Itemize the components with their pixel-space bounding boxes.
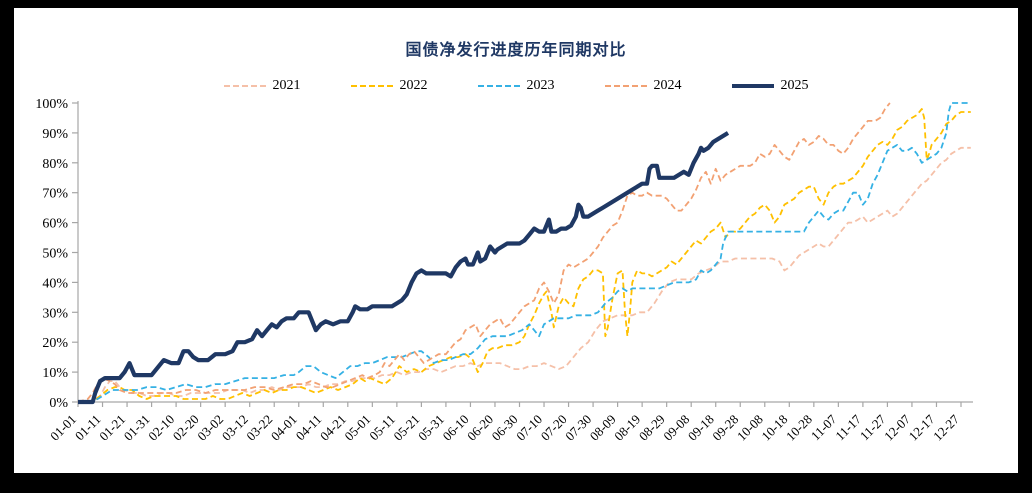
axes: 0%10%20%30%40%50%60%70%80%90%100%01-0101…	[35, 98, 973, 444]
legend-label-2025: 2025	[780, 78, 809, 93]
legend-item-2025: 2025	[731, 78, 809, 94]
x-axis-tick-label: 01-01	[47, 412, 79, 444]
x-axis-tick-label: 06-20	[464, 412, 496, 444]
chart-panel: 国债净发行进度历年同期对比 2021 2022 2023 2024 2025 0% 10%…	[14, 8, 1018, 473]
chart-title: 国债净发行进度历年同期对比	[405, 42, 627, 59]
y-axis-tick-label: 60%	[42, 217, 68, 232]
y-axis-tick-label: 20%	[42, 336, 68, 351]
x-axis-tick-label: 03-02	[194, 412, 226, 444]
legend-item-2023: 2023	[477, 78, 555, 94]
x-axis-tick-label: 05-21	[390, 412, 422, 444]
legend-line-sample-2022	[350, 85, 393, 87]
x-axis-tick-label: 09-28	[709, 412, 741, 444]
x-axis-tick-label: 08-09	[587, 412, 619, 444]
chart-legend: 2021 2022 2023 2024 2025	[14, 78, 1018, 94]
x-axis-tick-label: 05-01	[341, 412, 373, 444]
legend-line-sample-2024	[604, 85, 647, 87]
x-axis-tick-label: 09-18	[685, 412, 717, 444]
y-axis-tick-label: 90%	[42, 127, 68, 142]
x-axis-tick-label: 10-28	[783, 412, 815, 444]
legend-label-2022: 2022	[399, 78, 428, 93]
y-axis-tick-label: 100%	[35, 98, 68, 112]
series-2025-line	[78, 131, 730, 405]
y-axis-tick-label: 0%	[49, 396, 68, 411]
x-axis-tick-label: 04-11	[293, 412, 325, 444]
x-axis-tick-label: 11-27	[857, 411, 889, 443]
x-axis-tick-label: 12-07	[881, 411, 913, 443]
y-axis-tick-label: 80%	[42, 157, 68, 172]
x-axis-tick-label: 01-21	[96, 412, 128, 444]
x-axis-tick-label: 02-10	[145, 412, 177, 444]
y-axis-tick-label: 70%	[42, 187, 68, 202]
series-2024-line	[77, 102, 891, 403]
x-axis-tick-label: 12-27	[930, 411, 962, 443]
legend-line-sample-2021	[223, 85, 266, 87]
y-axis-tick-label: 30%	[42, 306, 68, 321]
x-axis-tick-label: 06-10	[440, 412, 472, 444]
x-axis-tick-label: 07-20	[538, 412, 570, 444]
x-axis-tick-label: 03-12	[219, 412, 251, 444]
legend-label-2024: 2024	[653, 78, 682, 93]
legend-item-2021: 2021	[223, 78, 301, 94]
legend-line-sample-2023	[477, 85, 520, 87]
x-axis-tick-label: 04-21	[317, 412, 349, 444]
x-axis-tick-label: 10-08	[734, 412, 766, 444]
legend-label-2021: 2021	[272, 78, 301, 93]
legend-label-2023: 2023	[526, 78, 555, 93]
x-axis-tick-label: 07-10	[513, 412, 545, 444]
x-axis-tick-label: 09-08	[660, 412, 692, 444]
x-axis-tick-label: 02-20	[170, 412, 202, 444]
x-axis-tick-label: 03-22	[243, 412, 275, 444]
x-axis-tick-label: 06-30	[489, 412, 521, 444]
legend-item-2022: 2022	[350, 78, 428, 94]
y-axis-tick-label: 10%	[42, 366, 68, 381]
x-axis-tick-label: 05-31	[415, 412, 447, 444]
x-axis-tick-label: 12-17	[906, 411, 938, 443]
x-axis-tick-label: 01-11	[72, 412, 104, 444]
series-2022-line	[78, 108, 971, 403]
x-axis-tick-label: 08-29	[636, 412, 668, 444]
legend-line-sample-2025	[731, 84, 774, 88]
x-axis-tick-label: 08-19	[611, 412, 643, 444]
line-chart-plot: 0%10%20%30%40%50%60%70%80%90%100%01-0101…	[35, 98, 973, 444]
y-axis-tick-label: 40%	[42, 276, 68, 291]
x-axis-tick-label: 11-17	[832, 411, 864, 443]
x-axis-tick-label: 01-31	[121, 412, 153, 444]
x-axis-tick-label: 10-18	[758, 412, 790, 444]
x-axis-tick-label: 05-11	[366, 412, 398, 444]
series-2021-line	[78, 146, 971, 403]
series-2023-line	[78, 102, 971, 403]
y-axis-tick-label: 50%	[42, 247, 68, 262]
x-axis-tick-label: 11-07	[808, 411, 840, 443]
x-axis-tick-label: 04-01	[268, 412, 300, 444]
x-axis-tick-label: 07-30	[562, 412, 594, 444]
legend-item-2024: 2024	[604, 78, 682, 94]
